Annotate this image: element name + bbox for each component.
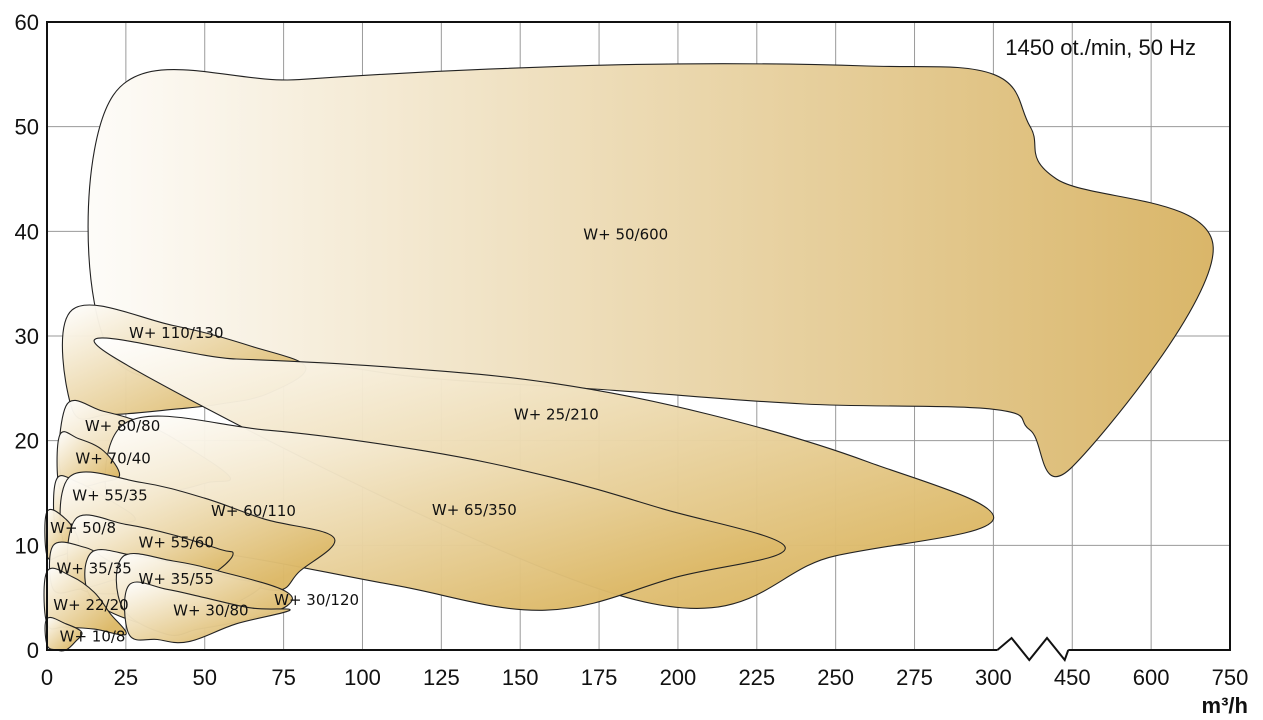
x-tick-label: 300 [975,665,1012,690]
y-tick-label: 60 [15,10,39,35]
region-label: W+ 35/35 [56,560,131,578]
region-label: W+ 35/55 [138,570,213,588]
region-label: W+ 30/80 [173,601,248,619]
x-tick-label: 225 [738,665,775,690]
region-w-30-80 [123,581,291,644]
x-tick-label: 175 [581,665,618,690]
region-label: W+ 65/350 [432,501,517,519]
x-tick-label: 450 [1054,665,1091,690]
region-label: W+ 22/20 [53,596,128,614]
x-tick-label: 250 [817,665,854,690]
speed-annotation: 1450 ot./min, 50 Hz [1005,35,1196,60]
x-tick-label: 125 [423,665,460,690]
x-tick-label: 750 [1212,665,1249,690]
region-label: W+ 55/60 [138,533,213,551]
region-label: W+ 10/8 [60,628,126,646]
x-tick-label: 200 [660,665,697,690]
y-tick-label: 10 [15,533,39,558]
y-tick-label: 0 [27,638,39,663]
axis-break-zigzag [996,636,1070,663]
x-tick-label: 600 [1133,665,1170,690]
region-label: W+ 60/110 [211,502,296,520]
plot-frame [46,21,1231,651]
y-tick-label: 20 [15,429,39,454]
x-tick-label: 275 [896,665,933,690]
x-tick-label: 25 [114,665,138,690]
x-tick-label: 75 [271,665,295,690]
x-tick-label: 50 [192,665,216,690]
performance-regions [43,63,1214,652]
region-label: W+ 70/40 [75,450,150,468]
region-label: W+ 50/8 [50,519,116,537]
y-tick-label: 50 [15,115,39,140]
x-axis-unit: m³/h [1202,693,1248,718]
region-labels: W+ 50/600 W+ 110/130 W+ 25/210 W+ 80/80 W+ 6… [50,226,668,646]
axis-break-gap [997,646,1069,654]
x-tick-label: 0 [41,665,53,690]
region-label: W+ 25/210 [514,406,599,424]
region-label: W+ 80/80 [85,417,160,435]
region-label: W+ 30/120 [274,591,359,609]
x-tick-label: 150 [502,665,539,690]
y-tick-label: 30 [15,324,39,349]
region-label: W+ 55/35 [72,486,147,504]
x-tick-label: 100 [344,665,381,690]
axis-break [996,636,1070,663]
region-label: W+ 110/130 [129,324,223,342]
y-axis-ticks: 0 10 20 30 40 50 60 [15,10,39,663]
y-tick-label: 40 [15,219,39,244]
region-label: W+ 50/600 [583,226,668,244]
x-axis-ticks: 0 25 50 75 100 125 150 175 200 225 250 275 300 450 600… [41,665,1248,690]
